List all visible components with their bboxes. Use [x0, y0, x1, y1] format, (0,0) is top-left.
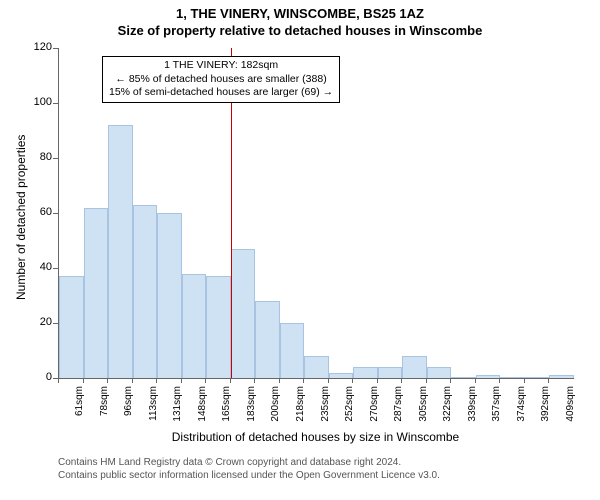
- x-axis-label: Distribution of detached houses by size …: [58, 430, 573, 444]
- annotation-line3: 15% of semi-detached houses are larger (…: [109, 86, 333, 100]
- histogram-bar: [402, 356, 427, 378]
- ytick-label: 80: [22, 151, 52, 163]
- xtick-mark: [499, 378, 500, 383]
- xtick-label: 218sqm: [295, 386, 306, 426]
- xtick-label: 357sqm: [491, 386, 502, 426]
- xtick-mark: [303, 378, 304, 383]
- footer-credits: Contains HM Land Registry data © Crown c…: [58, 456, 440, 482]
- xtick-label: 183sqm: [246, 386, 257, 426]
- xtick-label: 148sqm: [197, 386, 208, 426]
- ytick-mark: [53, 268, 58, 269]
- xtick-mark: [548, 378, 549, 383]
- ytick-label: 0: [22, 371, 52, 383]
- histogram-bar: [329, 373, 354, 379]
- ytick-mark: [53, 158, 58, 159]
- xtick-label: 392sqm: [540, 386, 551, 426]
- xtick-label: 287sqm: [393, 386, 404, 426]
- histogram-bar: [157, 213, 182, 378]
- xtick-label: 322sqm: [442, 386, 453, 426]
- xtick-mark: [475, 378, 476, 383]
- xtick-label: 305sqm: [418, 386, 429, 426]
- xtick-mark: [450, 378, 451, 383]
- xtick-label: 409sqm: [565, 386, 576, 426]
- xtick-label: 339sqm: [467, 386, 478, 426]
- histogram-bar: [280, 323, 305, 378]
- footer-line2: Contains public sector information licen…: [58, 469, 440, 482]
- ytick-mark: [53, 103, 58, 104]
- histogram-bar: [451, 377, 476, 378]
- histogram-bar: [255, 301, 280, 378]
- ytick-label: 100: [22, 96, 52, 108]
- xtick-label: 131sqm: [172, 386, 183, 426]
- chart-container: 1, THE VINERY, WINSCOMBE, BS25 1AZ Size …: [0, 0, 600, 500]
- histogram-bar: [378, 367, 403, 378]
- histogram-bar: [182, 274, 207, 379]
- xtick-mark: [205, 378, 206, 383]
- xtick-label: 200sqm: [270, 386, 281, 426]
- ytick-label: 20: [22, 316, 52, 328]
- histogram-bar: [476, 375, 501, 378]
- xtick-label: 78sqm: [99, 386, 110, 426]
- histogram-bar: [108, 125, 133, 378]
- ytick-label: 120: [22, 41, 52, 53]
- xtick-label: 270sqm: [369, 386, 380, 426]
- histogram-bar: [525, 377, 550, 378]
- xtick-mark: [279, 378, 280, 383]
- xtick-mark: [401, 378, 402, 383]
- xtick-mark: [132, 378, 133, 383]
- xtick-mark: [156, 378, 157, 383]
- annotation-line1: 1 THE VINERY: 182sqm: [109, 59, 333, 73]
- xtick-mark: [230, 378, 231, 383]
- ytick-mark: [53, 323, 58, 324]
- xtick-label: 165sqm: [221, 386, 232, 426]
- xtick-label: 374sqm: [516, 386, 527, 426]
- xtick-label: 96sqm: [123, 386, 134, 426]
- histogram-bar: [84, 208, 109, 379]
- footer-line1: Contains HM Land Registry data © Crown c…: [58, 456, 440, 469]
- title-line2: Size of property relative to detached ho…: [0, 21, 600, 38]
- histogram-bar: [500, 377, 525, 378]
- histogram-bar: [304, 356, 329, 378]
- xtick-mark: [328, 378, 329, 383]
- ytick-label: 60: [22, 206, 52, 218]
- xtick-mark: [377, 378, 378, 383]
- histogram-bar: [231, 249, 256, 378]
- histogram-bar: [59, 276, 84, 378]
- xtick-label: 235sqm: [320, 386, 331, 426]
- xtick-mark: [58, 378, 59, 383]
- annotation-line2: ← 85% of detached houses are smaller (38…: [109, 73, 333, 87]
- xtick-mark: [524, 378, 525, 383]
- xtick-mark: [107, 378, 108, 383]
- histogram-bar: [353, 367, 378, 378]
- xtick-mark: [426, 378, 427, 383]
- ytick-mark: [53, 213, 58, 214]
- histogram-bar: [206, 276, 231, 378]
- title-line1: 1, THE VINERY, WINSCOMBE, BS25 1AZ: [0, 0, 600, 21]
- annotation-box: 1 THE VINERY: 182sqm← 85% of detached ho…: [102, 56, 340, 103]
- xtick-mark: [352, 378, 353, 383]
- histogram-bar: [549, 375, 574, 378]
- xtick-mark: [83, 378, 84, 383]
- xtick-label: 61sqm: [74, 386, 85, 426]
- histogram-bar: [427, 367, 452, 378]
- xtick-label: 252sqm: [344, 386, 355, 426]
- xtick-mark: [181, 378, 182, 383]
- xtick-mark: [254, 378, 255, 383]
- ytick-mark: [53, 48, 58, 49]
- ytick-label: 40: [22, 261, 52, 273]
- histogram-bar: [133, 205, 158, 378]
- xtick-label: 113sqm: [148, 386, 159, 426]
